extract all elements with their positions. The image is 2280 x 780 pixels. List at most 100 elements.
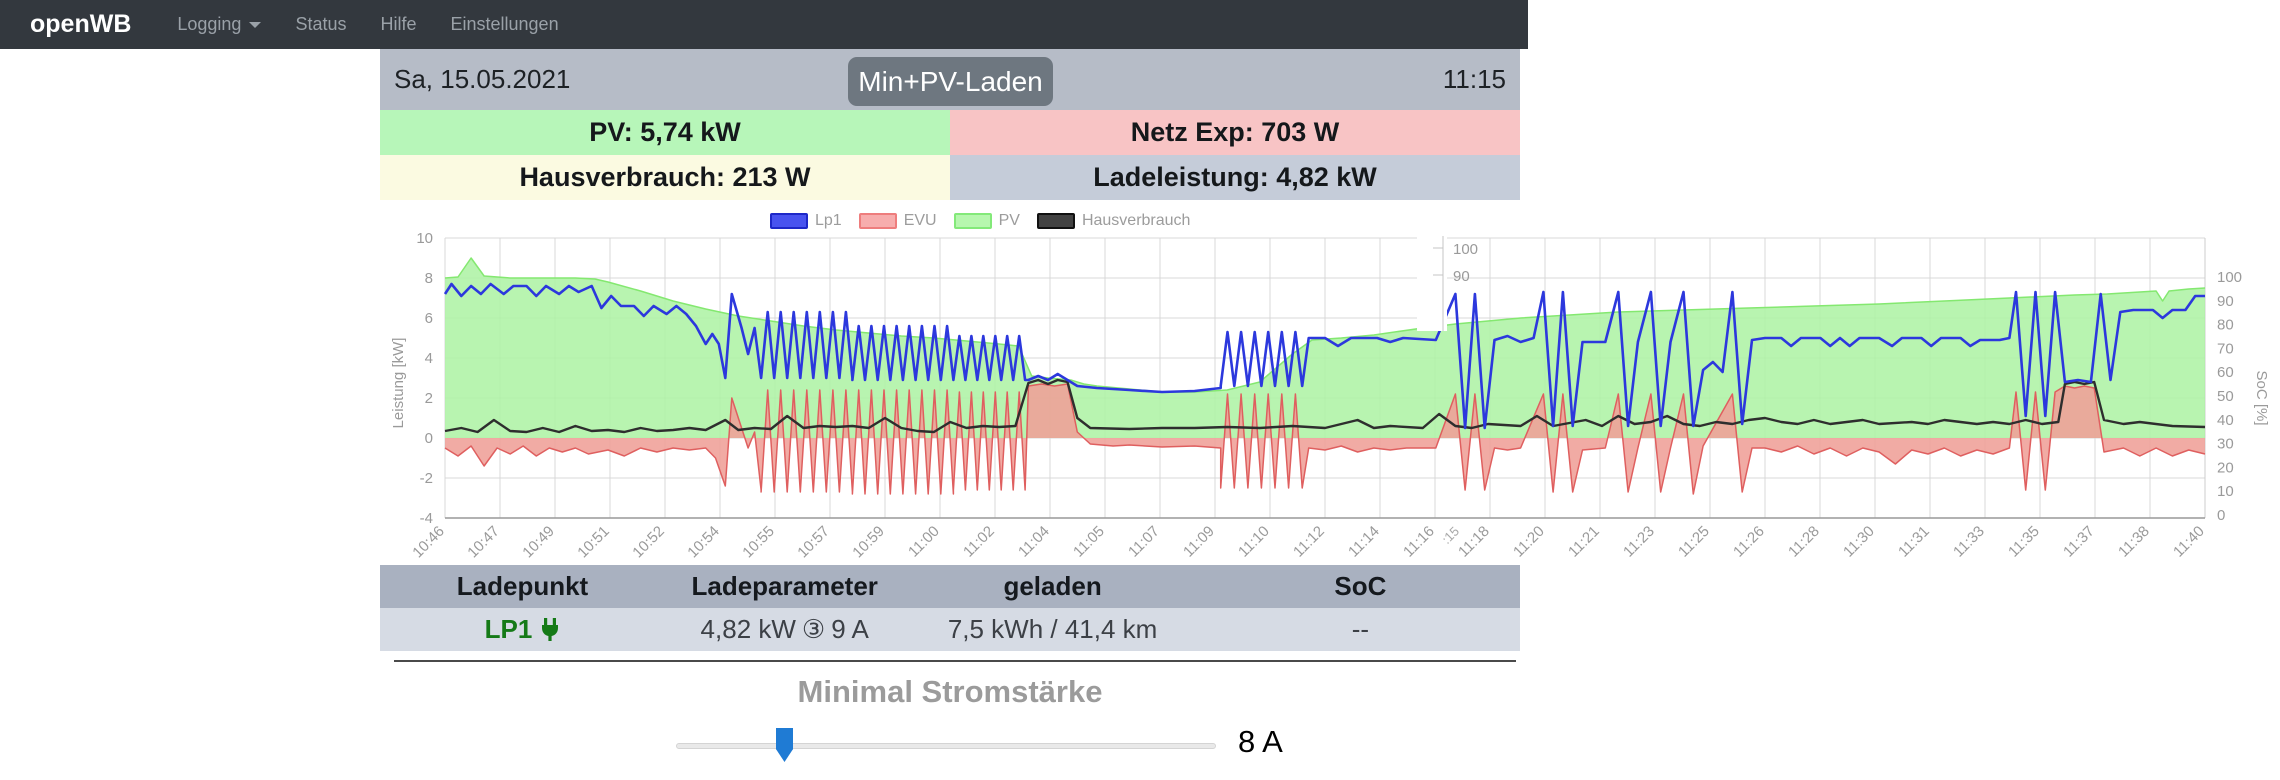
svg-text:70: 70 [2217, 340, 2234, 357]
nav-item-hilfe[interactable]: Hilfe [380, 14, 416, 35]
svg-text:10:54: 10:54 [684, 523, 723, 562]
series-line-lp1 [443, 282, 2205, 430]
svg-text:-4: -4 [420, 510, 433, 527]
svg-text:11:12: 11:12 [1290, 523, 1328, 561]
svg-text:11:26: 11:26 [1730, 523, 1768, 561]
svg-text:Leistung [kW]: Leistung [kW] [390, 338, 407, 429]
ladeparameter-cell: 4,82 kW ③ 9 A [665, 614, 904, 645]
svg-text:10: 10 [2217, 483, 2234, 500]
table-header-row: Ladepunkt Ladeparameter geladen SoC [380, 565, 1520, 608]
legend-item-lp1: Lp1 [770, 212, 842, 230]
legend-swatch [953, 213, 992, 229]
svg-text:11:30: 11:30 [1840, 523, 1878, 561]
svg-text:-2: -2 [420, 470, 433, 487]
svg-text:4: 4 [425, 350, 433, 367]
svg-text:100: 100 [2217, 269, 2242, 286]
svg-text:11:07: 11:07 [1125, 523, 1163, 561]
svg-text:SoC [%]: SoC [%] [2253, 370, 2270, 425]
live-chart-area: Lp1 EVU PV Hausverbrauch 10 8 6 4 2 0 -2 -4 100 90 80… [385, 210, 2280, 562]
nav-item-label: Einstellungen [450, 14, 559, 34]
navbar: openWB Logging Status Hilfe Einstellunge… [0, 0, 1528, 49]
svg-text:10:57: 10:57 [794, 523, 833, 562]
legend-item-hausverbrauch: Hausverbrauch [1036, 212, 1191, 230]
legend-item-pv: PV [953, 212, 1020, 230]
svg-text:11:37: 11:37 [2060, 523, 2098, 561]
svg-text:11:18: 11:18 [1455, 523, 1493, 561]
plug-icon [542, 617, 559, 641]
legend-swatch [858, 213, 897, 229]
svg-text:11:33: 11:33 [1950, 523, 1988, 561]
legend-item-evu: EVU [858, 212, 937, 230]
three-phase-icon: ③ [801, 614, 826, 644]
svg-text:11:16: 11:16 [1400, 523, 1438, 561]
series-area-pv [445, 258, 2205, 438]
stat-charge-power: Ladeleistung: 4,82 kW [950, 155, 1520, 200]
svg-text:10:47: 10:47 [464, 523, 503, 562]
svg-text:11:09: 11:09 [1180, 523, 1218, 561]
nav-item-label: Status [295, 14, 347, 34]
svg-text:11:14: 11:14 [1345, 523, 1383, 561]
svg-text:11:31: 11:31 [1895, 523, 1933, 561]
stat-grid-export: Netz Exp: 703 W [950, 110, 1520, 155]
chargepoint-table: Ladepunkt Ladeparameter geladen SoC LP1 … [380, 565, 1520, 651]
svg-text:11:21: 11:21 [1565, 523, 1603, 561]
svg-text:40: 40 [2217, 412, 2234, 429]
svg-text:11:25: 11:25 [1675, 523, 1713, 561]
soc-cell: -- [1351, 614, 1370, 644]
geladen-cell: 7,5 kWh / 41,4 km [947, 614, 1158, 644]
nav-item-label: Hilfe [380, 14, 417, 34]
svg-text:11:05: 11:05 [1070, 523, 1108, 561]
svg-text:11:40: 11:40 [2170, 523, 2208, 561]
chargepoint-label: LP1 [484, 614, 533, 644]
nav-item-status[interactable]: Status [295, 14, 346, 35]
nav-item-logging[interactable]: Logging [177, 14, 262, 35]
charge-current-value: 9 A [831, 614, 869, 644]
svg-text:30: 30 [2217, 436, 2234, 453]
series-line-evu [444, 383, 2206, 495]
app-brand: openWB [30, 10, 132, 38]
table-header-ladepunkt: Ladepunkt [456, 571, 589, 601]
svg-text:20: 20 [2217, 459, 2234, 476]
date-label: Sa, 15.05.2021 [394, 64, 571, 94]
legend-label: Hausverbrauch [1081, 212, 1191, 229]
svg-text:10:46: 10:46 [409, 523, 448, 562]
nav-item-label: Logging [177, 14, 242, 34]
power-stats: PV: 5,74 kW Netz Exp: 703 W Hausverbrauc… [380, 110, 1520, 200]
svg-text:10:51: 10:51 [574, 523, 613, 562]
nav-item-einstellungen[interactable]: Einstellungen [451, 14, 559, 35]
legend-label: PV [998, 212, 1020, 229]
svg-text:90: 90 [2217, 293, 2234, 310]
table-header-soc: SoC [1334, 571, 1387, 601]
svg-text:10:52: 10:52 [629, 523, 668, 562]
svg-text:80: 80 [2217, 317, 2234, 334]
legend-label: Lp1 [815, 212, 842, 229]
table-row[interactable]: LP1 4,82 kW ③ 9 A 7,5 kWh / 41,4 km -- [380, 608, 1520, 651]
svg-text:60: 60 [2217, 364, 2234, 381]
svg-text:2: 2 [425, 390, 433, 407]
chargepoint-cell: LP1 [485, 614, 561, 645]
svg-text:11:35: 11:35 [2005, 523, 2043, 561]
svg-text:11:20: 11:20 [1510, 523, 1548, 561]
charge-mode-button[interactable]: Min+PV-Laden [848, 57, 1053, 106]
min-current-slider-track[interactable] [676, 743, 1216, 749]
min-current-heading: Minimal Stromstärke [797, 674, 1103, 709]
svg-text:10: 10 [416, 230, 433, 247]
clock-label: 11:15 [1442, 64, 1506, 94]
svg-text:11:04: 11:04 [1015, 523, 1053, 561]
min-current-value: 8 A [1238, 724, 1283, 759]
svg-text:11:00: 11:00 [905, 523, 943, 561]
legend-swatch [770, 213, 808, 229]
svg-text::15: :15 [1439, 524, 1462, 547]
stat-pv: PV: 5,74 kW [380, 110, 950, 155]
svg-text:8: 8 [425, 270, 433, 287]
svg-text:10:55: 10:55 [739, 523, 778, 562]
svg-text:10:49: 10:49 [519, 523, 558, 562]
chart-render-artifact [1417, 228, 1447, 331]
svg-text:11:02: 11:02 [960, 523, 998, 561]
svg-text:11:10: 11:10 [1235, 523, 1273, 561]
svg-text:6: 6 [425, 310, 433, 327]
min-current-slider-thumb[interactable] [776, 728, 793, 762]
charge-power-value: 4,82 kW [700, 614, 796, 644]
svg-text:50: 50 [2217, 388, 2234, 405]
